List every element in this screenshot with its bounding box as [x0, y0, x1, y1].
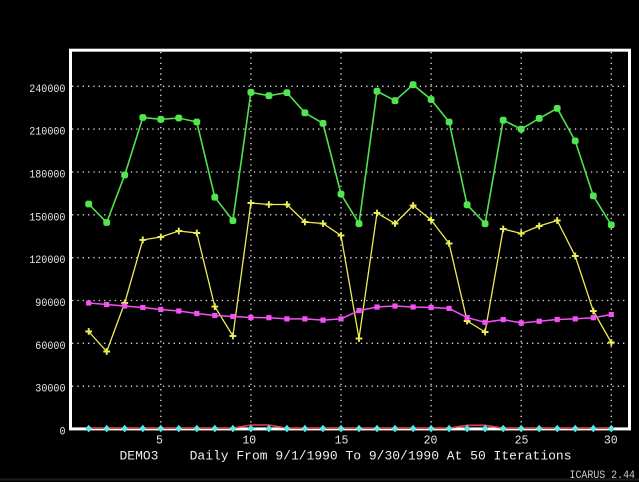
svg-text:15: 15 — [335, 434, 349, 447]
svg-text:60000: 60000 — [35, 341, 65, 353]
svg-text:120000: 120000 — [29, 255, 65, 267]
svg-text:30: 30 — [604, 434, 618, 447]
svg-text:20: 20 — [424, 434, 438, 447]
svg-text:10: 10 — [242, 434, 256, 447]
svg-text:25: 25 — [515, 434, 529, 447]
svg-text:30000: 30000 — [35, 384, 65, 396]
svg-text:240000: 240000 — [29, 84, 65, 96]
svg-text:5: 5 — [156, 434, 163, 447]
svg-text:180000: 180000 — [29, 170, 65, 182]
svg-text:90000: 90000 — [35, 298, 65, 310]
svg-text:210000: 210000 — [29, 127, 65, 139]
svg-text:DEMO3 Daily From 9/1/1990 T: DEMO3 Daily From 9/1/1990 To 9/30/1990 A… — [120, 449, 572, 464]
svg-text:0: 0 — [60, 427, 66, 439]
svg-text:150000: 150000 — [29, 212, 65, 224]
svg-text:ICARUS 2.44: ICARUS 2.44 — [570, 470, 636, 482]
